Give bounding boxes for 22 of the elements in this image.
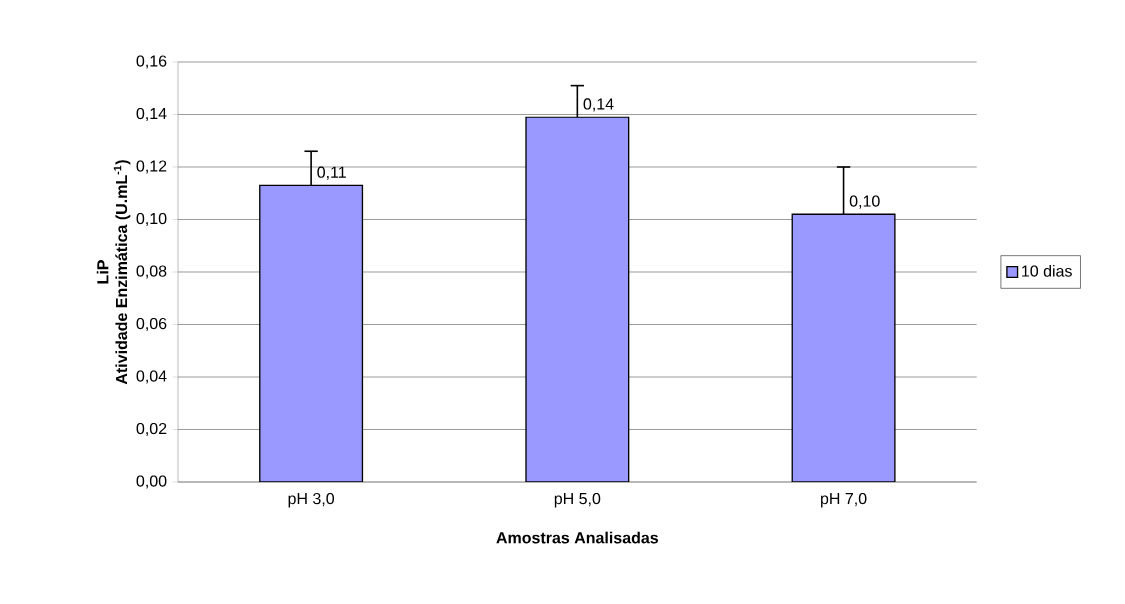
text: LiP (96, 260, 109, 284)
y-tick-label: 0,12 (136, 160, 167, 174)
data-label: 0,10 (849, 195, 880, 209)
y-tick-label: 0,16 (136, 55, 167, 69)
x-axis-title: Amostras Analisadas (496, 531, 659, 544)
y-tick-label: 0,08 (136, 265, 167, 279)
y-tick-label: 0,14 (136, 107, 167, 122)
text: Atividade Enzimática (U.mL$^{-1}$) (113, 160, 131, 385)
y-tick-label: 0,06 (136, 317, 167, 332)
legend-label: 10 dias (1022, 265, 1072, 277)
x-tick-label: pH 3,0 (288, 492, 335, 508)
y-tick-label: 0,02 (136, 422, 167, 437)
y-tick-label: 0,10 (136, 212, 167, 227)
y-tick-label: 0,00 (136, 475, 167, 489)
y-tick-label: 0,04 (136, 370, 167, 384)
bar (259, 184, 364, 482)
bar (791, 213, 896, 482)
data-label: 0,14 (583, 98, 614, 112)
bar (525, 116, 630, 482)
x-tick-label: pH 7,0 (821, 492, 867, 508)
x-tick-label: pH 5,0 (554, 492, 601, 508)
data-label: 0,11 (317, 166, 346, 180)
